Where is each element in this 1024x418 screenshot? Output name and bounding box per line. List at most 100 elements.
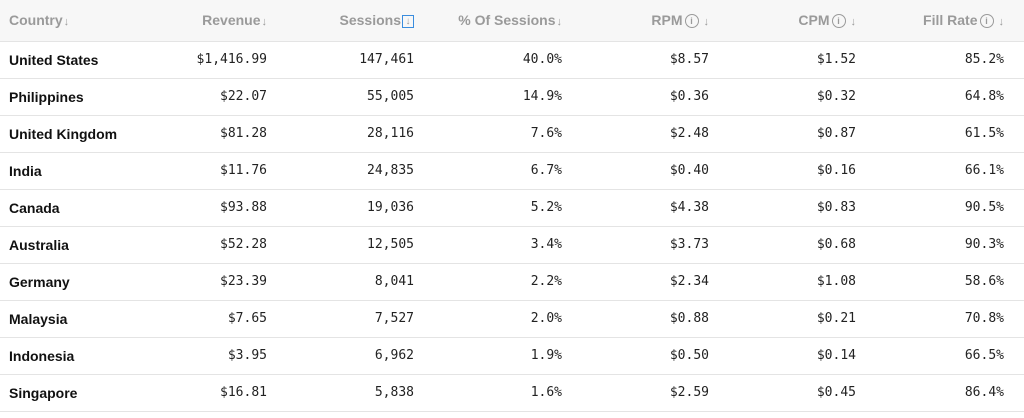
cell-rpm: $0.36 [669,89,709,104]
table-row: Singapore $16.81 5,838 1.6% $2.59 $0.45 86.4% [0,374,1024,411]
cell-rpm: $0.88 [669,311,709,326]
cell-sessions: 19,036 [367,200,414,215]
cell-pct-sessions: 7.6% [530,126,562,141]
arrow-down-icon[interactable]: ↓ [261,16,268,29]
cell-rpm: $2.59 [669,385,709,400]
table-row: Philippines $22.07 55,005 14.9% $0.36 $0.32 64… [0,78,1024,115]
cell-country: United Kingdom [9,125,118,142]
cell-country: Australia [9,236,69,253]
header-row: Country↓ Revenue↓ Sessions ↓% Of Sessions↓ R… [0,0,1024,41]
cell-revenue: $23.39 [220,274,267,289]
cell-cpm: $0.45 [816,385,856,400]
column-header-cpm[interactable]: CPM i ↓ [729,0,876,41]
table-row: United Kingdom $81.28 28,116 7.6% $2.48 $0.87… [0,115,1024,152]
cell-pct-sessions: 2.2% [530,274,562,289]
cell-sessions: 7,527 [374,311,414,326]
cell-fill-rate: 90.5% [964,200,1004,215]
cell-rpm: $4.38 [669,200,709,215]
cell-fill-rate: 58.6% [964,274,1004,289]
cell-sessions: 55,005 [367,89,414,104]
cell-fill-rate: 90.3% [964,237,1004,252]
cell-country: Malaysia [9,310,68,327]
cell-rpm: $2.48 [669,126,709,141]
cell-country: Singapore [9,384,78,401]
cell-pct-sessions: 5.2% [530,200,562,215]
cell-country: Indonesia [9,347,75,364]
cell-fill-rate: 70.8% [964,311,1004,326]
column-header-rpm[interactable]: RPM i ↓ [582,0,729,41]
cell-fill-rate: 66.5% [964,348,1004,363]
cell-cpm: $0.87 [816,126,856,141]
cell-fill-rate: 85.2% [964,52,1004,67]
cell-revenue: $52.28 [220,237,267,252]
table-row: Indonesia $3.95 6,962 1.9% $0.50 $0.14 66.5% [0,337,1024,374]
table-body: United States $1,416.99 147,461 40.0% $8.57 $… [0,41,1024,411]
cell-revenue: $7.65 [227,311,267,326]
table-row: Canada $93.88 19,036 5.2% $4.38 $0.83 90.5% [0,189,1024,226]
cell-cpm: $0.14 [816,348,856,363]
cell-revenue: $93.88 [220,200,267,215]
cell-revenue: $1,416.99 [196,52,267,67]
cell-fill-rate: 66.1% [964,163,1004,178]
column-header-label: Sessions [339,12,401,29]
column-header-label: Country [9,12,63,29]
arrow-down-icon[interactable]: ↓ [850,16,857,29]
column-header-revenue[interactable]: Revenue↓ [150,0,287,41]
arrow-down-icon[interactable]: ↓ [998,16,1005,29]
arrow-down-icon[interactable]: ↓ [703,16,710,29]
cell-rpm: $8.57 [669,52,709,67]
column-header-label: CPM [798,12,830,29]
cell-sessions: 147,461 [359,52,414,67]
table-row: India $11.76 24,835 6.7% $0.40 $0.16 66.1% [0,152,1024,189]
cell-country: India [9,162,42,179]
cell-sessions: 5,838 [374,385,414,400]
cell-pct-sessions: 1.6% [530,385,562,400]
cell-revenue: $22.07 [220,89,267,104]
table-header: Country↓ Revenue↓ Sessions ↓% Of Sessions↓ R… [0,0,1024,41]
cell-sessions: 24,835 [367,163,414,178]
table-row: Australia $52.28 12,505 3.4% $3.73 $0.68 90.3% [0,226,1024,263]
cell-revenue: $11.76 [220,163,267,178]
cell-pct-sessions: 1.9% [530,348,562,363]
column-header-pct-sessions[interactable]: % Of Sessions↓ [434,0,582,41]
cell-cpm: $1.08 [816,274,856,289]
cell-pct-sessions: 2.0% [530,311,562,326]
cell-country: Philippines [9,88,84,105]
arrow-down-icon[interactable]: ↓ [63,16,70,29]
cell-country: Germany [9,273,70,290]
cell-cpm: $1.52 [816,52,856,67]
column-header-fill-rate[interactable]: Fill Rate i ↓ [876,0,1024,41]
cell-rpm: $3.73 [669,237,709,252]
cell-revenue: $16.81 [220,385,267,400]
cell-cpm: $0.21 [816,311,856,326]
cell-rpm: $0.40 [669,163,709,178]
info-icon[interactable]: i [684,14,699,29]
column-header-label: Revenue [202,12,261,29]
cell-sessions: 28,116 [367,126,414,141]
cell-cpm: $0.16 [816,163,856,178]
cell-sessions: 8,041 [374,274,414,289]
table-row: Germany $23.39 8,041 2.2% $2.34 $1.08 58.6% [0,263,1024,300]
cell-revenue: $81.28 [220,126,267,141]
arrow-down-icon[interactable]: ↓ [556,16,563,29]
cell-fill-rate: 86.4% [964,385,1004,400]
cell-fill-rate: 61.5% [964,126,1004,141]
cell-pct-sessions: 3.4% [530,237,562,252]
info-icon[interactable]: i [831,14,846,29]
column-header-country[interactable]: Country↓ [0,0,150,41]
cell-sessions: 12,505 [367,237,414,252]
cell-cpm: $0.32 [816,89,856,104]
cell-pct-sessions: 40.0% [522,52,562,67]
column-header-label: Fill Rate [923,12,978,29]
cell-revenue: $3.95 [227,348,267,363]
boxed-arrow-down-icon[interactable]: ↓ [402,15,414,29]
cell-sessions: 6,962 [374,348,414,363]
info-icon[interactable]: i [979,14,994,29]
column-header-sessions[interactable]: Sessions ↓ [287,0,434,41]
table-row: United States $1,416.99 147,461 40.0% $8.57 $… [0,41,1024,78]
cell-fill-rate: 64.8% [964,89,1004,104]
cell-country: United States [9,51,99,68]
column-header-label: RPM [651,12,683,29]
cell-country: Canada [9,199,60,216]
